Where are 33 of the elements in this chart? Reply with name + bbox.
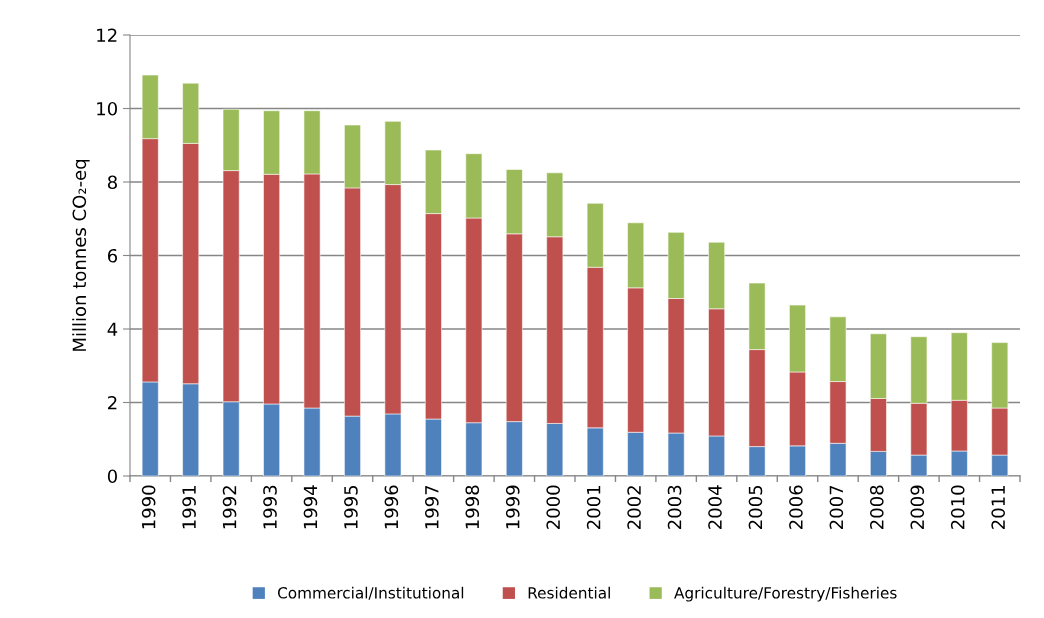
x-tick-label: 2004 — [708, 485, 722, 529]
x-tick-label: 2000 — [546, 485, 561, 529]
y-tick-label: 8 — [107, 175, 117, 190]
legend-label: Agriculture/Forestry/Fisheries — [674, 586, 897, 602]
legend-label: Commercial/Institutional — [277, 586, 464, 600]
x-tick-label: 1995 — [344, 485, 358, 529]
x-tick-label: 2006 — [789, 485, 803, 529]
legend-label: Residential — [528, 586, 610, 599]
x-tick-label: 1990 — [141, 485, 156, 529]
y-tick-label: 12 — [97, 28, 117, 42]
x-tick-label: 2001 — [586, 486, 601, 529]
x-tick-label: 1998 — [465, 485, 480, 529]
x-tick-label: 2008 — [869, 485, 884, 529]
x-tick-label: 1999 — [505, 485, 520, 529]
x-tick-label: 1991 — [182, 486, 196, 529]
x-tick-label: 1993 — [263, 485, 277, 529]
x-tick-label: 1994 — [303, 485, 318, 529]
y-tick-label: 0 — [107, 469, 117, 484]
x-tick-label: 1992 — [222, 486, 237, 529]
x-tick-label: 1997 — [424, 485, 439, 529]
x-tick-label: 1996 — [384, 485, 399, 529]
x-tick-label: 2010 — [950, 485, 965, 529]
y-tick-label: 10 — [97, 101, 117, 116]
x-tick-label: 2002 — [627, 486, 641, 529]
y-tick-label: 4 — [107, 322, 118, 336]
x-tick-label: 2007 — [829, 485, 844, 529]
x-tick-label: 2009 — [910, 485, 925, 529]
y-axis-title: Million tonnes CO₂-eq — [72, 160, 90, 351]
y-tick-label: 6 — [107, 248, 118, 263]
y-tick-label: 2 — [108, 395, 117, 410]
x-tick-label: 2005 — [748, 485, 763, 529]
x-tick-label: 2003 — [667, 485, 682, 529]
x-tick-label: 2011 — [991, 486, 1006, 529]
